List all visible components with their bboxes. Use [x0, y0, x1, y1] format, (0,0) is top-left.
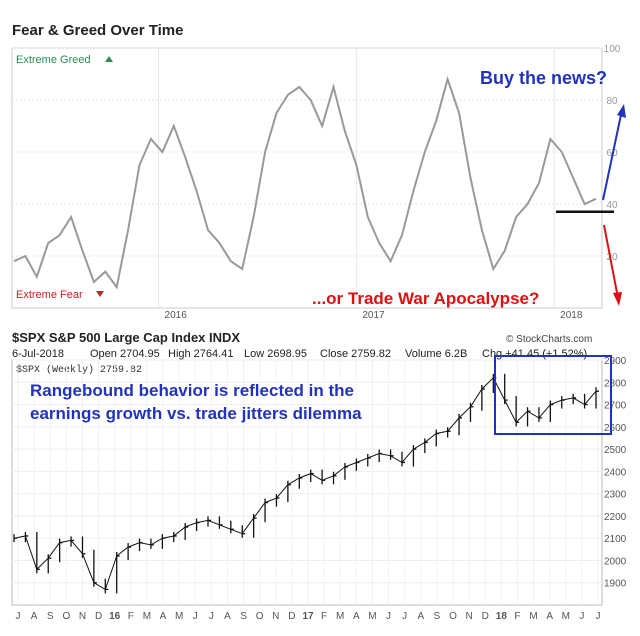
month-label: M [562, 611, 570, 622]
spx-date: 6-Jul-2018 [12, 348, 64, 360]
month-label: A [31, 611, 38, 622]
month-label: F [321, 611, 327, 622]
month-label: M [143, 611, 151, 622]
y-tick-label: 20 [606, 252, 618, 263]
year-label: 2016 [165, 310, 188, 321]
month-label: M [175, 611, 183, 622]
y-tick-label: 100 [604, 44, 621, 55]
month-label: D [95, 611, 102, 622]
y-tick-label: 2200 [604, 512, 627, 523]
spx-high: High 2764.41 [168, 348, 233, 360]
triangle-up-icon [105, 56, 113, 62]
month-label: A [417, 611, 424, 622]
month-label: O [256, 611, 264, 622]
y-tick-label: 2000 [604, 556, 627, 567]
rangebound-annotation-line1: Rangebound behavior is reflected in the [30, 381, 354, 400]
month-label: J [386, 611, 391, 622]
spx-legend: $SPX (Weekly) 2759.82 [16, 364, 142, 376]
up-arrow-icon [617, 104, 626, 118]
y-tick-label: 2100 [604, 534, 627, 545]
month-label: N [272, 611, 279, 622]
price-close-line [13, 376, 597, 591]
triangle-down-icon [96, 291, 104, 297]
month-label: M [529, 611, 537, 622]
month-label: J [596, 611, 601, 622]
down-arrow-line [603, 224, 619, 299]
month-label: S [47, 611, 54, 622]
month-label: O [449, 611, 457, 622]
fear-greed-plot-area [11, 47, 603, 309]
month-label: S [434, 611, 441, 622]
y-tick-label: 80 [606, 96, 618, 107]
month-label: F [128, 611, 134, 622]
month-label: N [79, 611, 86, 622]
y-tick-label: 2400 [604, 467, 627, 478]
y-tick-label: 2300 [604, 490, 627, 501]
spx-open: Open 2704.95 [90, 348, 160, 360]
fear-greed-title: Fear & Greed Over Time [12, 22, 183, 39]
spx-volume: Volume 6.2B [405, 348, 467, 360]
extreme-fear-label: Extreme Fear [16, 289, 83, 301]
year-label: 2018 [560, 310, 583, 321]
spx-gridlines [12, 359, 602, 584]
range-box [494, 355, 612, 435]
y-tick-label: 2900 [604, 356, 627, 367]
spx-close: Close 2759.82 [320, 348, 391, 360]
spx-month-labels: J A S O N D 16 F M A M J J A S O N D 17 F M A M J J A S O N D 18 F M A M J J [16, 360, 601, 622]
spx-plot-area [11, 359, 603, 606]
month-label: O [62, 611, 70, 622]
month-label: 16 [109, 611, 121, 622]
month-label: S [240, 611, 247, 622]
up-arrow-line [602, 109, 623, 201]
month-label: F [514, 611, 520, 622]
month-label: M [336, 611, 344, 622]
fear-greed-line [13, 75, 597, 290]
spx-low: Low 2698.95 [244, 348, 307, 360]
spx-title: $SPX S&P 500 Large Cap Index INDX [12, 330, 240, 345]
stockcharts-credit: © StockCharts.com [506, 334, 592, 345]
month-label: A [224, 611, 231, 622]
fear-greed-year-labels: 2016 2017 2018 [158, 48, 583, 321]
trade-war-annotation: ...or Trade War Apocalypse? [312, 289, 539, 308]
month-label: 17 [302, 611, 314, 622]
month-label: 18 [496, 611, 508, 622]
month-label: J [402, 611, 407, 622]
spx-price-bars [13, 373, 599, 594]
month-label: J [16, 611, 21, 622]
rangebound-annotation-line2: earnings growth vs. trade jitters dilemm… [30, 404, 362, 423]
buy-the-news-annotation: Buy the news? [480, 68, 607, 88]
y-tick-label: 1900 [604, 579, 627, 590]
month-label: A [546, 611, 553, 622]
month-label: D [288, 611, 295, 622]
y-tick-label: 2600 [604, 423, 627, 434]
y-tick-label: 2700 [604, 401, 627, 412]
spx-change: Chg +41.45 (+1.52%) [482, 348, 587, 360]
extreme-greed-label: Extreme Greed [16, 54, 91, 66]
y-tick-label: 40 [606, 200, 618, 211]
month-label: A [160, 611, 167, 622]
y-tick-label: 2500 [604, 445, 627, 456]
down-arrow-icon [613, 292, 622, 306]
month-label: D [482, 611, 489, 622]
spx-y-ticks: 1900 2000 2100 2200 2300 2400 2500 2600 2700 2800… [604, 356, 627, 590]
month-label: N [465, 611, 472, 622]
month-label: J [209, 611, 214, 622]
y-tick-label: 2800 [604, 378, 627, 389]
month-label: M [368, 611, 376, 622]
month-label: J [193, 611, 198, 622]
month-label: J [579, 611, 584, 622]
month-label: A [353, 611, 360, 622]
year-label: 2017 [362, 310, 385, 321]
